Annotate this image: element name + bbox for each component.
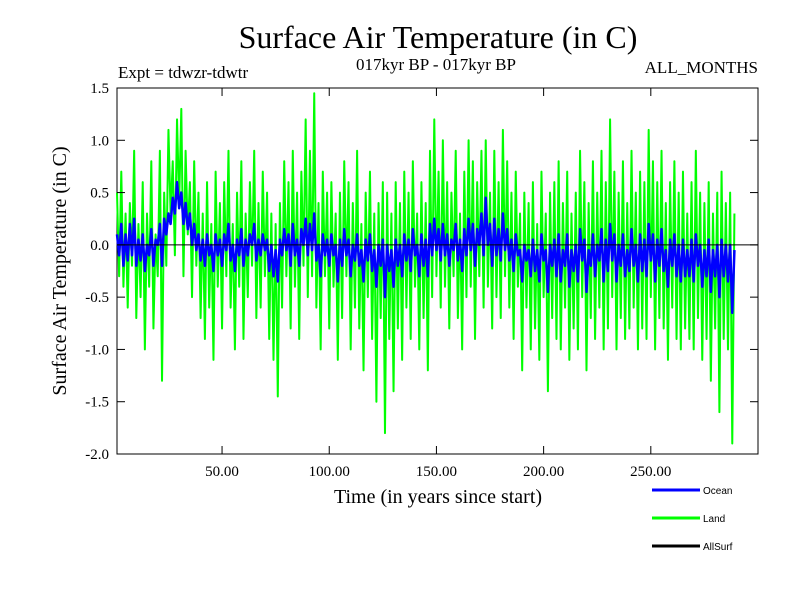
legend-label-ocean: Ocean — [703, 486, 732, 497]
x-axis: 50.00 100.00 150.00 200.00 250.00 — [205, 88, 671, 480]
y-tick-label: -2.0 — [85, 447, 109, 463]
subtitle-left: Expt = tdwzr-tdwtr — [118, 63, 248, 82]
y-axis-label: Surface Air Temperature (in C) — [49, 146, 71, 395]
y-tick-label: -1.0 — [85, 342, 109, 358]
subtitle-right: ALL_MONTHS — [645, 58, 758, 77]
y-axis: -2.0 -1.5 -1.0 -0.5 0.0 0.5 1.0 1.5 — [85, 81, 758, 463]
legend-label-allsurf: AllSurf — [703, 542, 733, 553]
legend-label-land: Land — [703, 514, 725, 525]
plot-frame — [116, 87, 759, 455]
x-tick-label: 50.00 — [205, 464, 239, 480]
x-tick-label: 150.00 — [416, 464, 457, 480]
x-tick-label: 250.00 — [630, 464, 671, 480]
y-tick-label: -0.5 — [85, 290, 109, 306]
y-tick-label: 1.5 — [90, 81, 109, 97]
series-layer — [115, 92, 736, 445]
legend: Ocean Land AllSurf — [652, 486, 733, 553]
x-tick-label: 200.00 — [523, 464, 564, 480]
subtitle-center: 017kyr BP - 017kyr BP — [356, 55, 516, 74]
y-tick-label: 1.0 — [90, 133, 109, 149]
x-tick-label: 100.00 — [309, 464, 350, 480]
series-line-land — [116, 92, 736, 445]
series-line-ocean — [115, 180, 736, 315]
y-tick-label: 0.0 — [90, 238, 109, 254]
x-axis-label: Time (in years since start) — [334, 486, 542, 508]
y-tick-label: 0.5 — [90, 186, 109, 202]
chart-title: Surface Air Temperature (in C) — [239, 19, 638, 55]
y-tick-label: -1.5 — [85, 395, 109, 411]
